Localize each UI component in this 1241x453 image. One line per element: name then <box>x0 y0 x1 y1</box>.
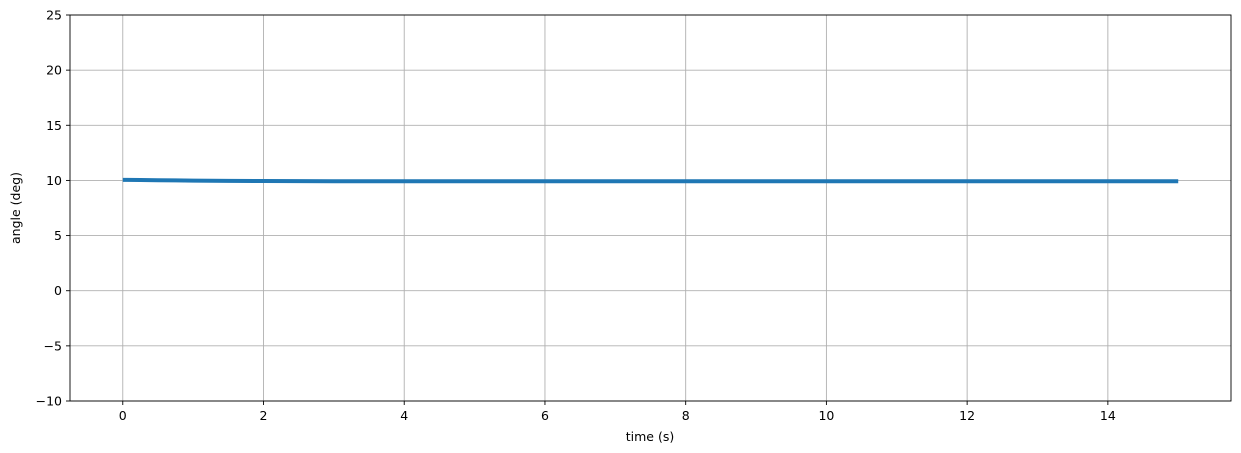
y-tick-label: 20 <box>46 63 62 78</box>
x-tick-label: 0 <box>119 408 127 423</box>
plot-background <box>70 15 1231 401</box>
y-axis-label: angle (deg) <box>8 172 23 244</box>
series-line <box>122 177 1179 184</box>
x-tick-label: 2 <box>260 408 268 423</box>
y-tick-label: −5 <box>44 338 62 353</box>
x-tick-label: 4 <box>400 408 408 423</box>
x-tick-label: 8 <box>682 408 690 423</box>
axes-frame <box>69 14 1232 402</box>
y-tick-label: 5 <box>54 228 62 243</box>
y-tick-label: 0 <box>54 283 62 298</box>
x-tick-label: 6 <box>541 408 549 423</box>
y-tick-label: 15 <box>46 118 62 133</box>
ticks: 0 2 4 6 8 10 12 14 −10 −5 0 5 10 15 20 25 <box>36 8 1116 424</box>
y-tick-label: −10 <box>36 394 62 409</box>
x-tick-label: 10 <box>818 408 834 423</box>
x-tick-label: 14 <box>1100 408 1116 423</box>
x-tick-label: 12 <box>959 408 975 423</box>
x-axis-label: time (s) <box>626 429 674 444</box>
series-layer <box>122 177 1179 184</box>
y-tick-label: 10 <box>46 173 62 188</box>
y-tick-label: 25 <box>46 8 62 23</box>
